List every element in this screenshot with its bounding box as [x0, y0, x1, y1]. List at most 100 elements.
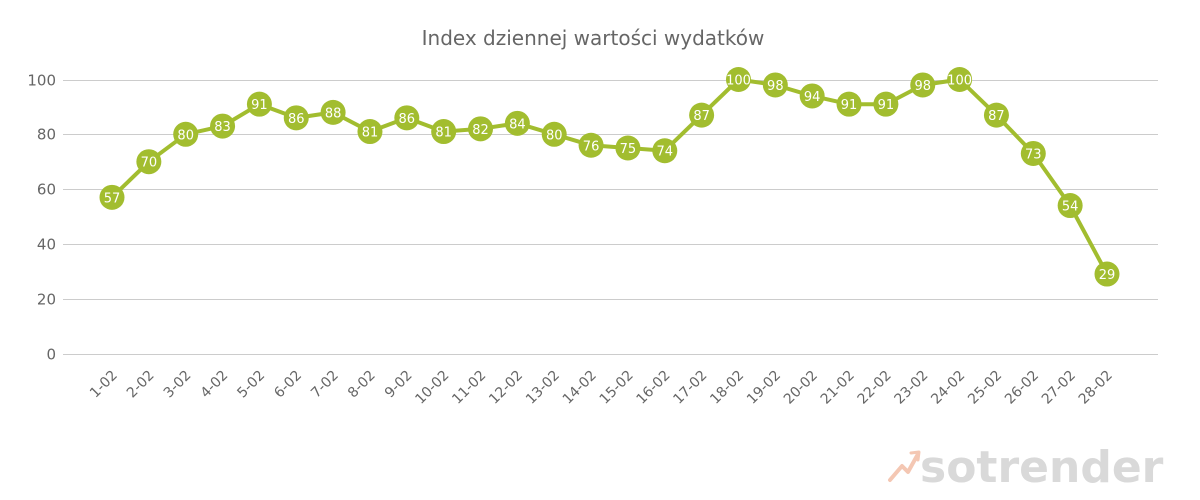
data-point: 87 [983, 102, 1009, 128]
data-point-marker [799, 83, 825, 109]
data-point: 82 [468, 116, 494, 142]
y-tick-label: 100 [27, 72, 56, 90]
x-tick-label: 27-02 [1039, 368, 1079, 408]
data-point: 91 [836, 91, 862, 117]
y-tick-label: 40 [37, 236, 56, 254]
data-label: 91 [251, 98, 268, 113]
data-label: 81 [362, 126, 379, 141]
data-point-marker [689, 102, 715, 128]
data-point-marker [983, 102, 1009, 128]
x-tick-label: 22-02 [855, 368, 895, 408]
x-tick-label: 28-02 [1076, 368, 1116, 408]
grid-lines [63, 80, 1158, 355]
sotrender-logo-icon [888, 450, 921, 482]
y-tick-label: 20 [37, 291, 56, 309]
data-point: 70 [136, 149, 162, 175]
y-tick-label: 80 [37, 126, 56, 144]
data-point: 83 [210, 113, 236, 139]
x-tick-label: 6-02 [271, 368, 305, 402]
y-tick-label: 0 [46, 346, 56, 364]
data-point-marker [320, 99, 346, 125]
data-point-marker [1020, 140, 1046, 166]
series-line [110, 77, 1109, 276]
data-point: 54 [1057, 193, 1083, 219]
data-point: 98 [762, 72, 788, 98]
y-axis-ticks: 0 20 40 60 80 100 [27, 72, 56, 364]
data-label: 74 [657, 145, 674, 160]
x-tick-label: 4-02 [198, 368, 232, 402]
x-tick-label: 13-02 [523, 368, 563, 408]
data-label: 75 [620, 142, 637, 157]
x-tick-label: 24-02 [928, 368, 968, 408]
x-tick-label: 12-02 [486, 368, 526, 408]
data-label: 88 [325, 106, 342, 121]
x-tick-label: 25-02 [965, 368, 1005, 408]
data-label: 76 [583, 139, 600, 154]
data-label: 98 [767, 79, 784, 94]
data-label: 98 [914, 79, 931, 94]
data-point-marker [652, 138, 678, 164]
data-point-marker [99, 184, 125, 210]
data-label: 91 [841, 98, 858, 113]
data-label: 87 [988, 109, 1005, 124]
x-tick-label: 11-02 [449, 368, 489, 408]
data-point: 84 [504, 110, 530, 136]
data-point: 75 [615, 135, 641, 161]
y-tick-label: 60 [37, 181, 56, 199]
data-point: 100 [725, 67, 751, 92]
data-point: 98 [910, 72, 936, 98]
x-tick-label: 26-02 [1002, 368, 1042, 408]
x-tick-label: 19-02 [744, 368, 784, 408]
x-tick-label: 8-02 [345, 368, 379, 402]
data-point: 87 [689, 102, 715, 128]
x-tick-label: 1-02 [87, 368, 121, 402]
data-label: 57 [104, 191, 121, 206]
data-point-marker [1057, 193, 1083, 219]
data-label: 81 [435, 126, 452, 141]
data-label: 100 [947, 74, 972, 89]
x-tick-label: 21-02 [818, 368, 858, 408]
chart-title: Index dziennej wartości wydatków [422, 26, 765, 50]
data-point: 80 [541, 121, 567, 147]
data-point-marker [541, 121, 567, 147]
data-point-marker [578, 132, 604, 158]
data-point-marker [910, 72, 936, 98]
x-tick-label: 9-02 [382, 368, 416, 402]
data-point: 86 [394, 105, 420, 131]
data-point-marker [1094, 261, 1120, 287]
data-point: 91 [246, 91, 272, 117]
data-point: 73 [1020, 140, 1046, 166]
x-tick-label: 18-02 [707, 368, 747, 408]
data-label: 80 [177, 128, 194, 143]
data-point-marker [468, 116, 494, 142]
data-label: 29 [1099, 268, 1116, 283]
x-tick-label: 16-02 [634, 368, 674, 408]
data-point-marker [246, 91, 272, 117]
data-point: 76 [578, 132, 604, 158]
data-point: 29 [1094, 261, 1120, 287]
data-point: 74 [652, 138, 678, 164]
watermark-text: sotrender [920, 442, 1164, 493]
x-tick-label: 7-02 [308, 368, 342, 402]
x-tick-label: 5-02 [234, 368, 268, 402]
data-point-marker [873, 91, 899, 117]
data-label: 84 [509, 117, 526, 132]
data-label: 100 [726, 74, 751, 89]
data-point-marker [173, 121, 199, 147]
x-tick-label: 20-02 [781, 368, 821, 408]
data-point-marker [357, 119, 383, 145]
data-point: 91 [873, 91, 899, 117]
data-point-marker [762, 72, 788, 98]
data-point-marker [725, 67, 751, 92]
data-points: 57 70 80 83 91 86 88 81 86 81 82 84 80 76 75 74 87 100 98 9… [99, 67, 1120, 287]
data-point-marker [615, 135, 641, 161]
data-point-marker [947, 67, 973, 92]
data-label: 87 [693, 109, 710, 124]
data-point: 57 [99, 184, 125, 210]
data-point: 81 [357, 119, 383, 145]
x-tick-label: 17-02 [670, 368, 710, 408]
x-tick-label: 10-02 [412, 368, 452, 408]
watermark-logo: sotrender [888, 442, 1164, 493]
